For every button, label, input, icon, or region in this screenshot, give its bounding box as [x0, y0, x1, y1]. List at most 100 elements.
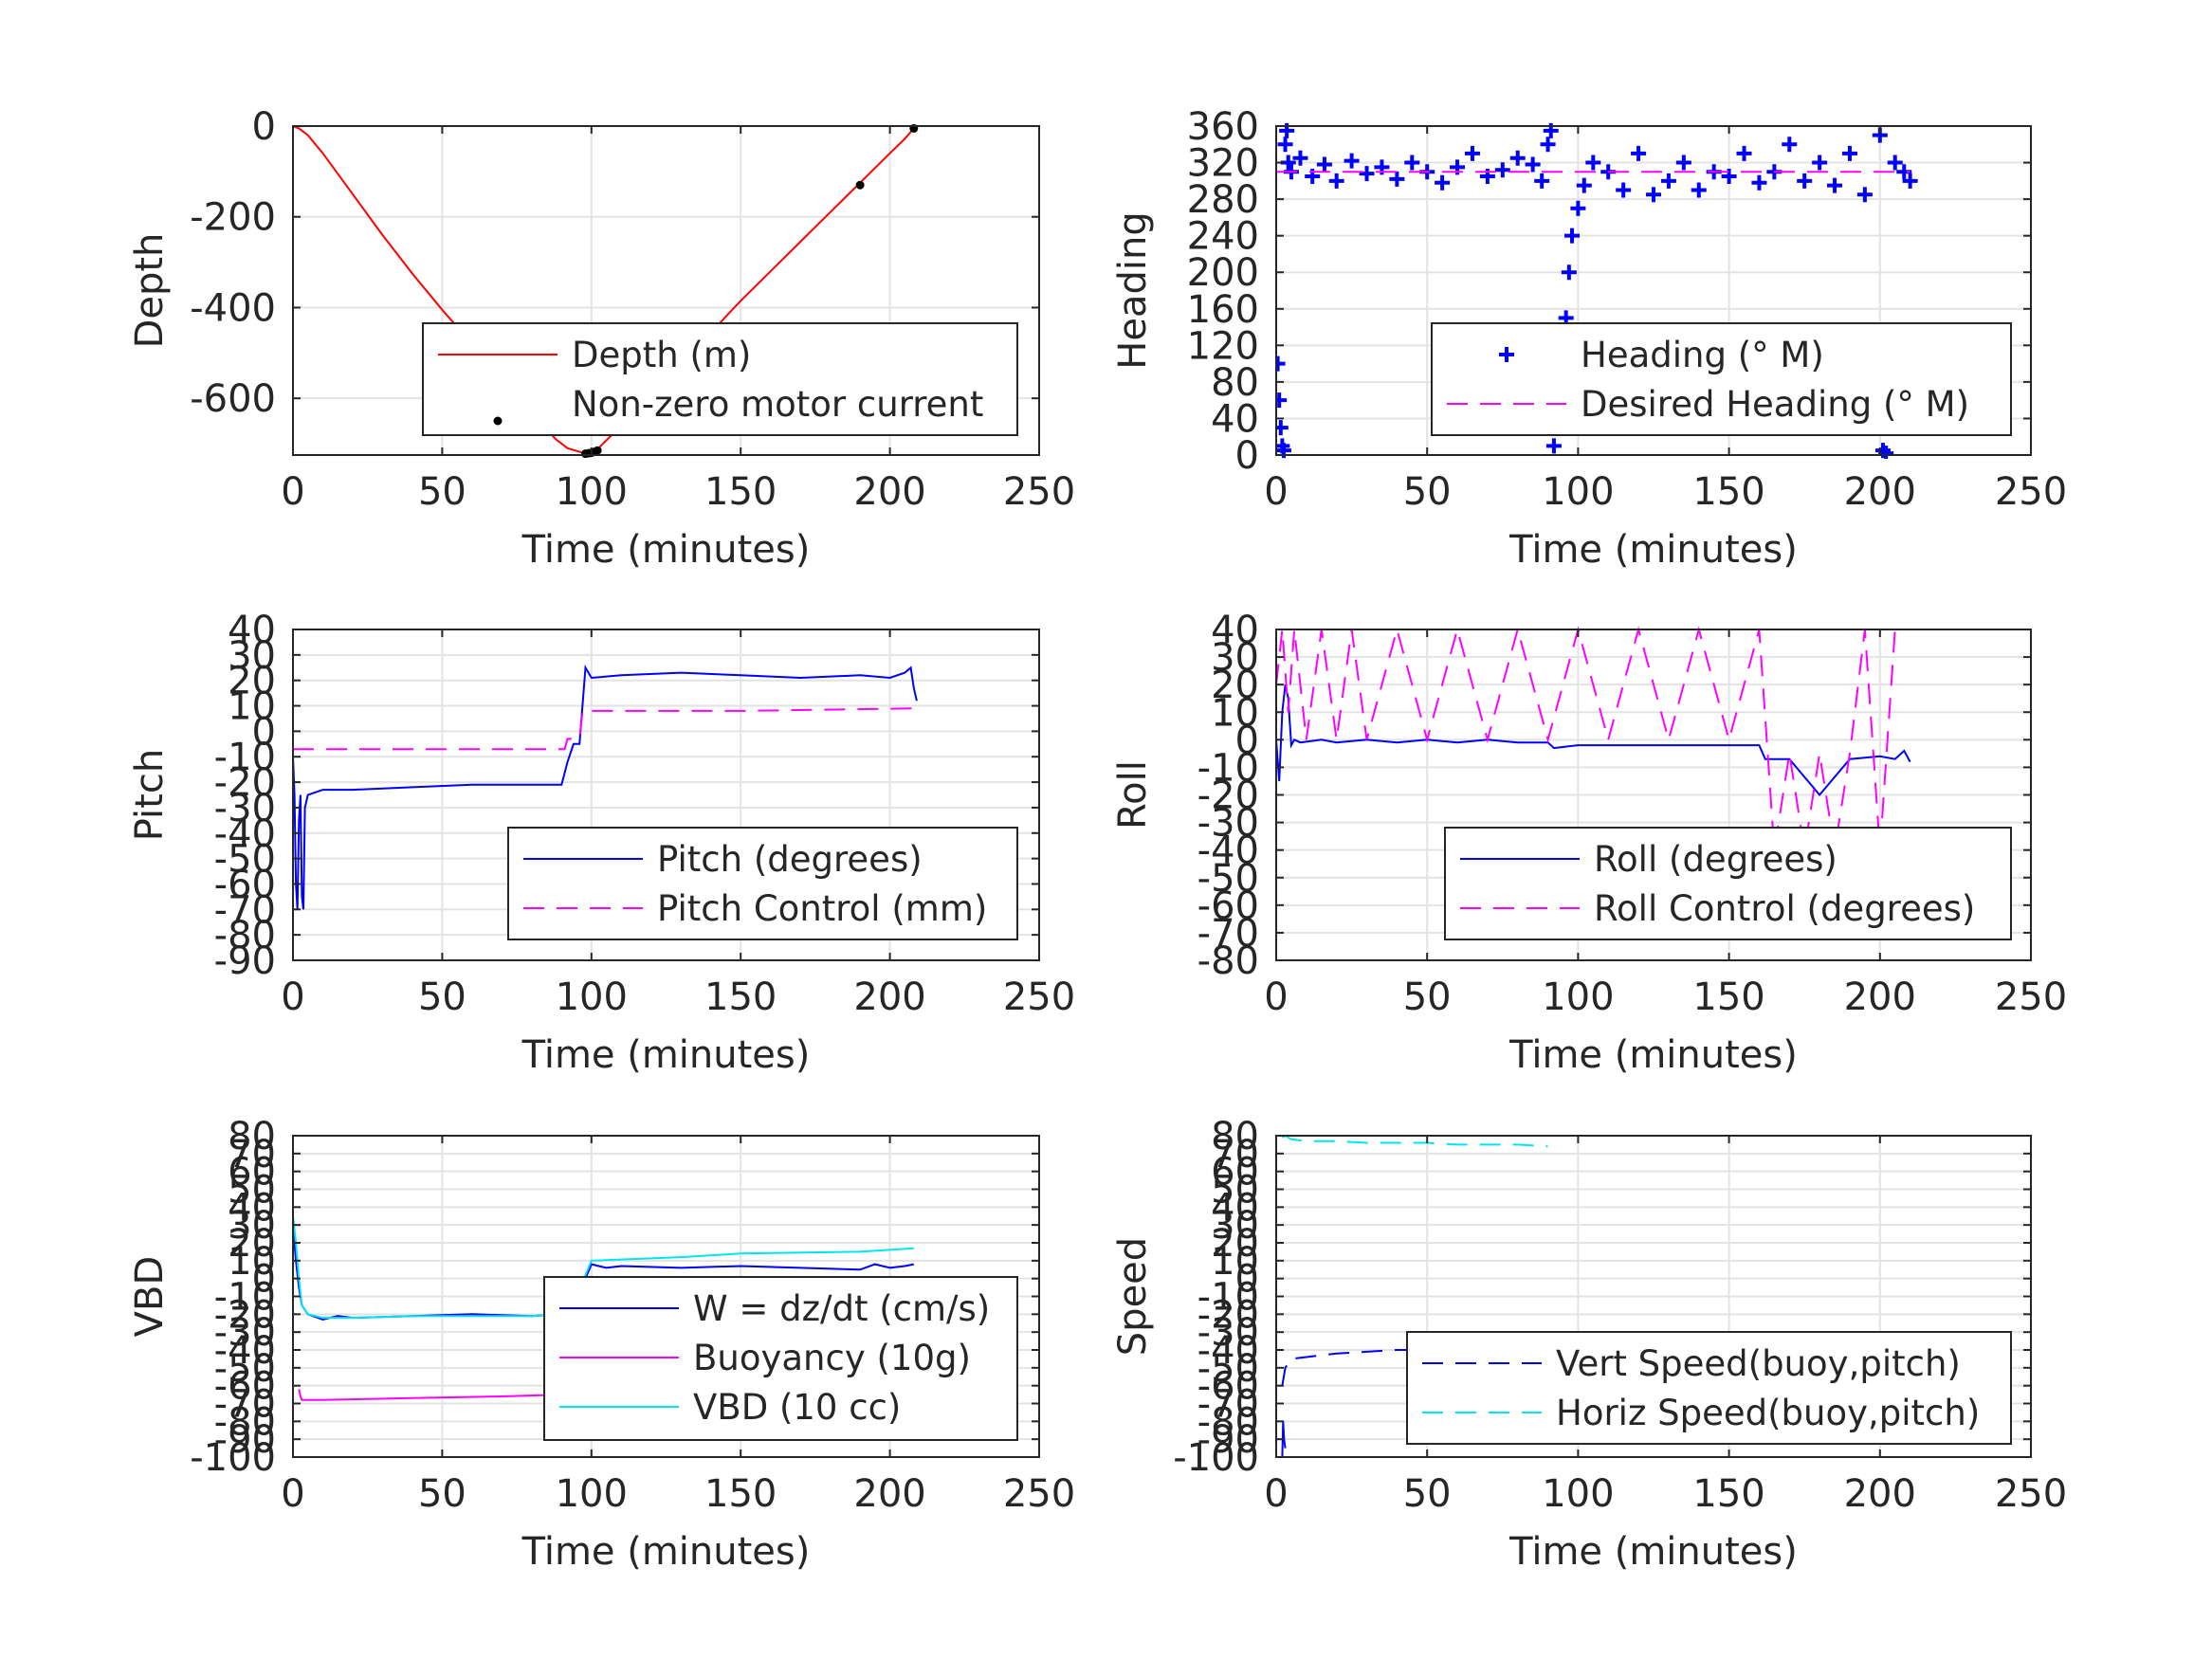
data-point: [1827, 177, 1843, 193]
legend: Pitch (degrees) Pitch Control (mm): [507, 827, 1018, 940]
y-tick-label: -200: [190, 196, 276, 240]
y-tick-label: -80: [1197, 939, 1259, 983]
series-speed-0-line: [1281, 1345, 1548, 1386]
x-tick-label: 100: [556, 1472, 628, 1516]
legend-box: [422, 322, 1018, 436]
x-tick-label: 200: [1844, 975, 1916, 1019]
y-tick-label: 20: [228, 660, 276, 703]
y-tick-label: 0: [252, 105, 276, 149]
y-tick-label: -50: [1197, 857, 1259, 901]
x-tick-label: 0: [1264, 470, 1288, 514]
data-point: [1736, 145, 1752, 161]
chart-pitch: 0 50 100 150 200 250403020100-10-20-30-40-50-…: [128, 609, 1075, 1077]
data-point: [1464, 145, 1480, 161]
series-vbd-2-line: [293, 1215, 914, 1320]
x-axis-label: Time (minutes): [521, 528, 811, 572]
x-axis-label: Time (minutes): [1508, 1033, 1798, 1077]
y-tick-label: 20: [228, 1222, 276, 1266]
y-tick-label: -30: [214, 787, 276, 830]
y-tick-label: 0: [1235, 719, 1259, 762]
y-tick-label: -90: [214, 939, 276, 983]
y-tick-label: 80: [1211, 361, 1259, 405]
x-tick-label: 100: [556, 470, 628, 514]
x-tick-label: 150: [1692, 1472, 1764, 1516]
y-axis-label: Depth: [128, 233, 172, 349]
y-tick-label: 40: [228, 609, 276, 652]
y-axis-label: Heading: [1111, 211, 1155, 369]
data-point: [1691, 182, 1707, 198]
y-tick-label: -100: [1173, 1436, 1259, 1480]
data-point: [1276, 420, 1289, 436]
legend-box: [507, 827, 1018, 940]
y-tick-label: 360: [1187, 105, 1259, 149]
x-tick-label: 250: [1003, 1472, 1075, 1516]
y-tick-label: 70: [1211, 1133, 1259, 1176]
legend-label: Non-zero motor current: [572, 384, 983, 425]
x-tick-label: 0: [281, 975, 304, 1019]
x-tick-label: 100: [1542, 975, 1614, 1019]
data-point: [593, 446, 602, 455]
y-tick-label: 80: [1211, 1115, 1259, 1158]
y-tick-label: -80: [214, 914, 276, 957]
y-tick-label: 30: [228, 634, 276, 678]
data-point: [1277, 137, 1293, 153]
data-point: [1585, 155, 1601, 171]
y-tick-label: 30: [1211, 636, 1259, 680]
data-point: [1276, 392, 1288, 409]
y-tick-label: 0: [252, 710, 276, 754]
data-point: [1576, 177, 1592, 193]
data-point: [1435, 174, 1451, 191]
legend-label: Heading (° M): [1581, 335, 1824, 375]
x-axis-label: Time (minutes): [521, 1530, 811, 1574]
x-tick-label: 150: [704, 470, 777, 514]
data-point: [1561, 264, 1577, 281]
y-tick-label: 10: [1211, 1240, 1259, 1284]
legend: Vert Speed(buoy,pitch) Horiz Speed(buoy,p…: [1406, 1331, 2012, 1445]
y-tick-label: -70: [214, 888, 276, 932]
axis-box: [292, 629, 1040, 961]
x-axis-label: Time (minutes): [521, 1033, 811, 1077]
y-tick-label: 10: [228, 1240, 276, 1284]
y-tick-label: 280: [1187, 178, 1259, 222]
y-tick-label: -10: [214, 1276, 276, 1320]
y-tick-label: -60: [214, 863, 276, 906]
y-tick-label: -40: [1197, 1329, 1259, 1373]
y-tick-label: 20: [1211, 1222, 1259, 1266]
x-tick-label: 200: [1844, 470, 1916, 514]
y-tick-label: -70: [214, 1383, 276, 1427]
x-tick-label: 50: [1403, 470, 1452, 514]
x-tick-label: 50: [1403, 1472, 1452, 1516]
data-point: [1545, 438, 1562, 454]
legend-label: Horiz Speed(buoy,pitch): [1556, 1393, 1980, 1433]
legend-box: [1431, 322, 2012, 436]
data-point: [1494, 162, 1510, 178]
legend-label: Buoyancy (10g): [693, 1338, 971, 1378]
series-speed-2-line: [1281, 1134, 1548, 1148]
data-point: [1564, 228, 1581, 244]
y-tick-label: 40: [1211, 1186, 1259, 1230]
legend-marker: [1499, 347, 1514, 362]
series-vbd-1-line: [298, 1389, 562, 1401]
series-pitch-0-line: [293, 665, 918, 910]
y-tick-label: -60: [214, 1365, 276, 1409]
y-tick-label: 30: [1211, 1204, 1259, 1248]
legend: W = dz/dt (cm/s) Buoyancy (10g) VBD (10 cc…: [543, 1276, 1018, 1441]
legend: Heading (° M) Desired Heading (° M): [1431, 322, 2012, 436]
legend-label: VBD (10 cc): [693, 1387, 901, 1428]
x-tick-label: 0: [1264, 975, 1288, 1019]
series-pitch-1-line: [293, 707, 917, 751]
x-tick-label: 50: [1403, 975, 1452, 1019]
y-tick-label: 50: [228, 1169, 276, 1212]
y-tick-label: -60: [1197, 1365, 1259, 1409]
y-axis-label: Speed: [1111, 1237, 1155, 1356]
x-tick-label: 200: [853, 470, 925, 514]
data-point: [1675, 155, 1691, 171]
x-tick-label: 100: [1542, 1472, 1614, 1516]
x-tick-label: 0: [281, 1472, 304, 1516]
y-axis-label: Roll: [1111, 760, 1155, 830]
data-point: [1344, 153, 1360, 169]
y-tick-label: -40: [214, 812, 276, 856]
y-tick-label: -20: [214, 1293, 276, 1337]
x-tick-label: 100: [556, 975, 628, 1019]
chart-heading: 0 50 100 150 200 2500408012016020024028032036…: [1111, 105, 2067, 572]
